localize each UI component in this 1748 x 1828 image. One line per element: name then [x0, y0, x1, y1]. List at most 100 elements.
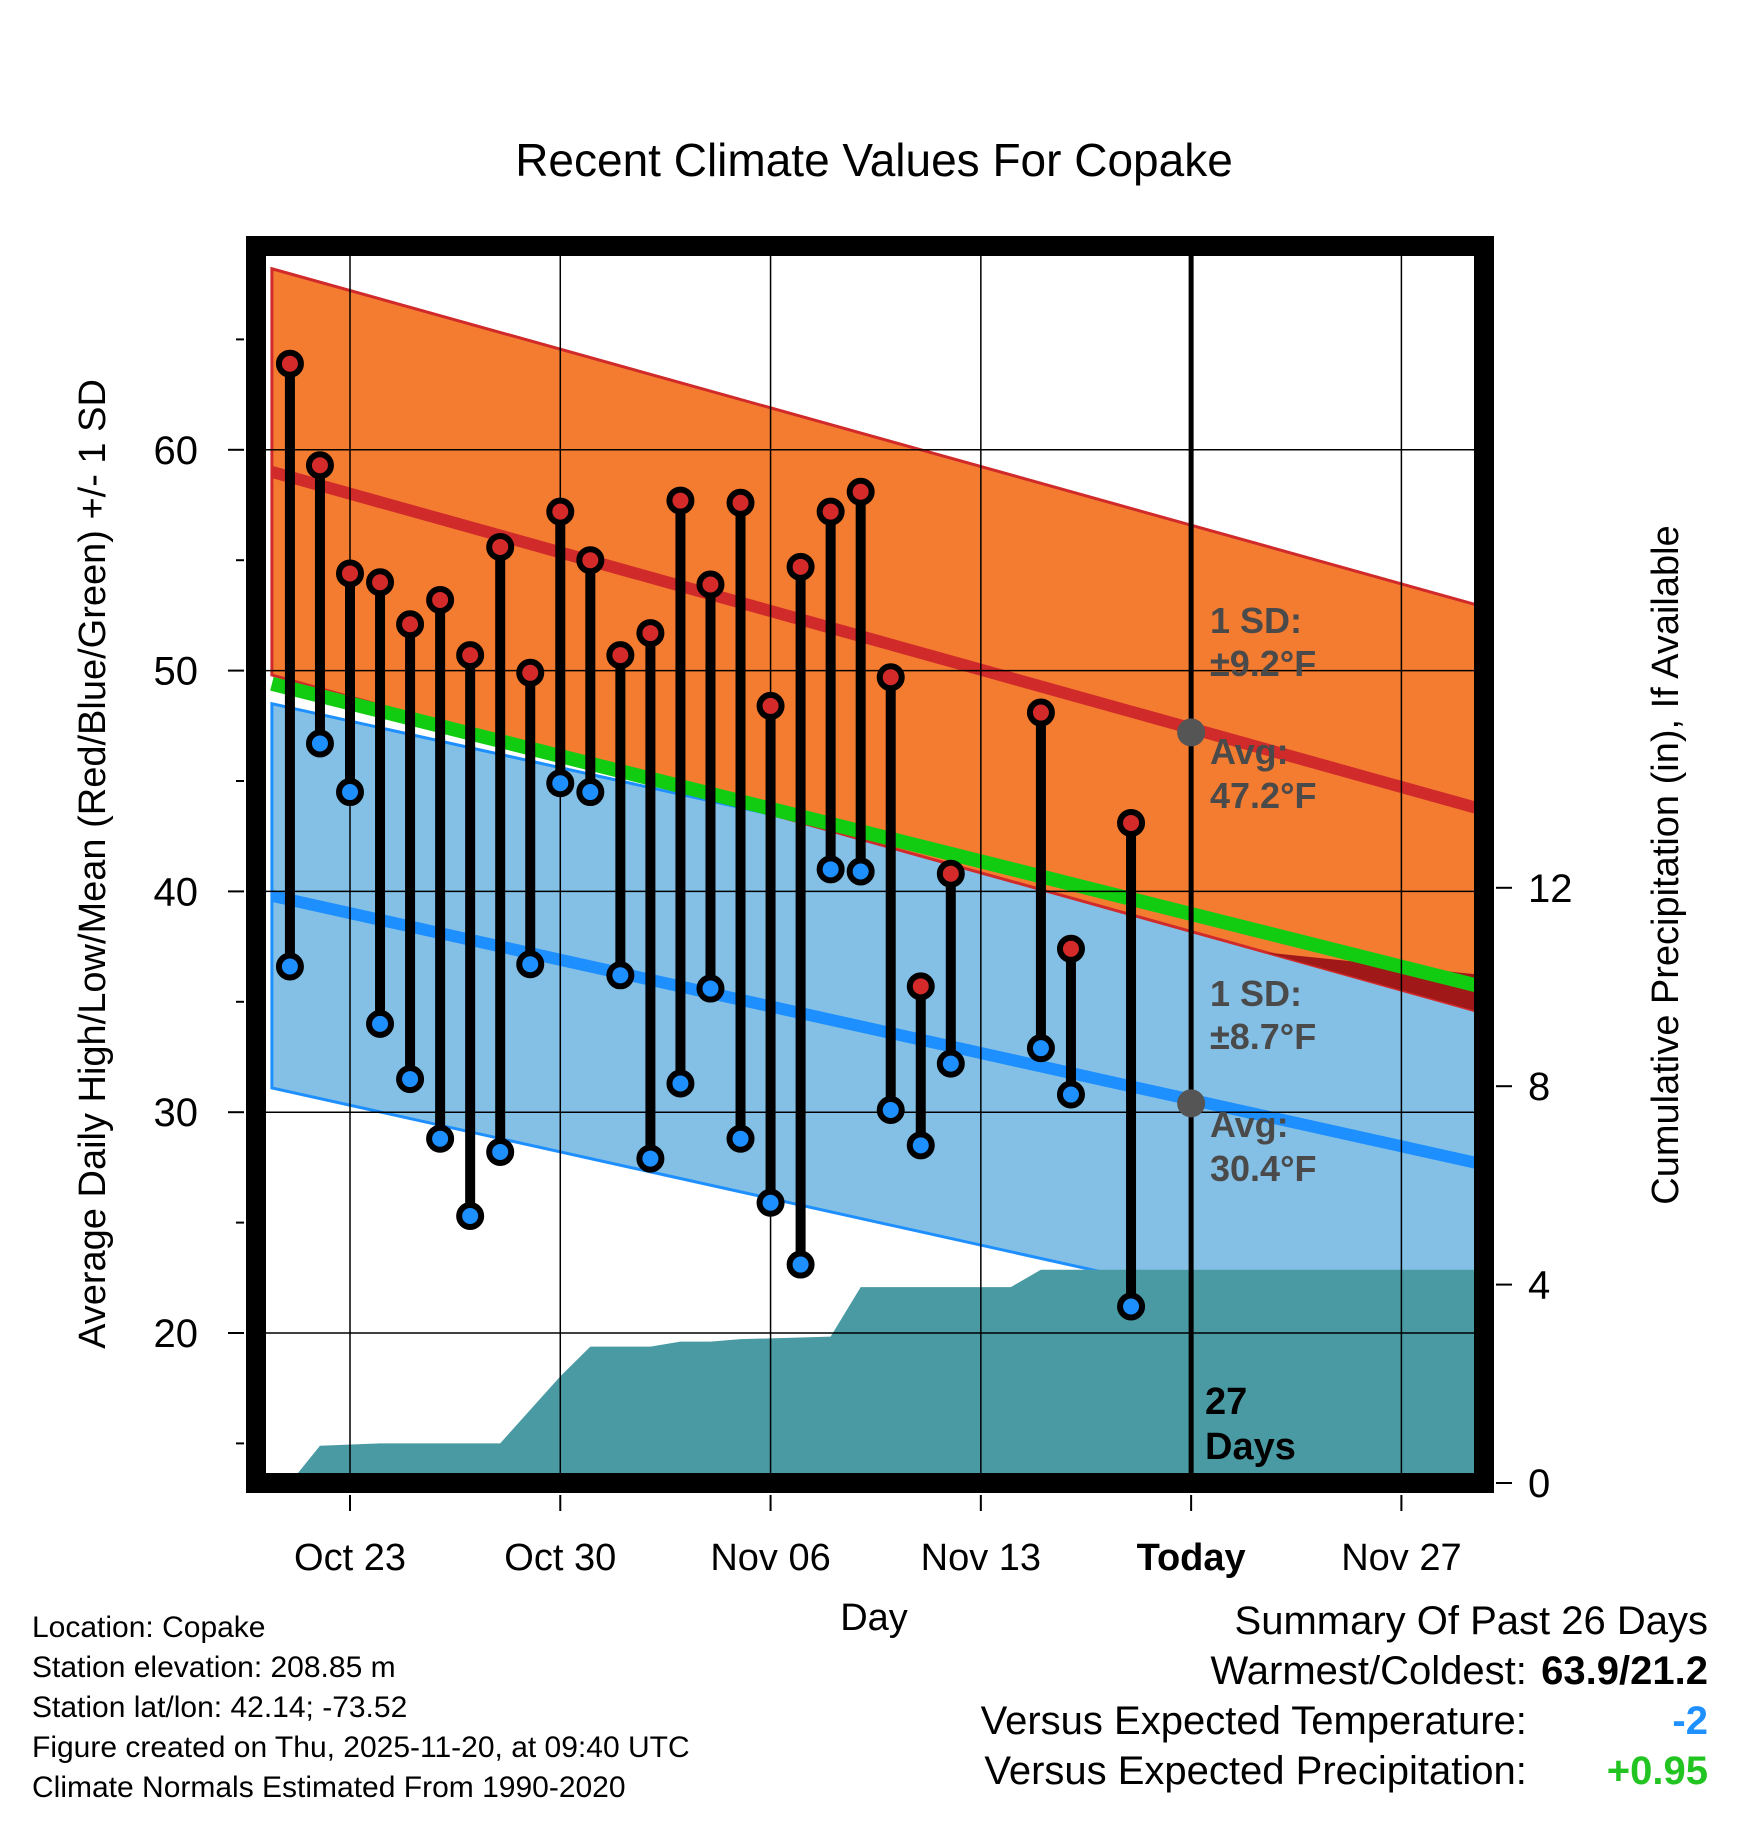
x-tick-label: Nov 06: [710, 1537, 830, 1579]
high-dot: [1117, 808, 1146, 837]
high-dot: [546, 497, 575, 526]
y2-tick-label: 0: [1528, 1462, 1550, 1506]
y2-tick-label: 4: [1528, 1264, 1550, 1308]
days-word: Days: [1205, 1426, 1296, 1468]
low-dot: [606, 961, 635, 990]
low-dot: [816, 855, 845, 884]
y2-tick-label: 8: [1528, 1065, 1550, 1109]
low-dot: [576, 778, 605, 807]
low-avg-value: 30.4°F: [1210, 1148, 1316, 1189]
footer-created: Figure created on Thu, 2025-11-20, at 09…: [32, 1731, 690, 1764]
observations: [275, 349, 1146, 1321]
temp-value: -2: [1672, 1699, 1708, 1743]
warm-cold-value: 63.9/21.2: [1541, 1649, 1708, 1693]
low-sd-value: ±8.7°F: [1210, 1016, 1316, 1057]
high-dot: [396, 610, 425, 639]
warm-cold-label: Warmest/Coldest:: [1210, 1649, 1527, 1693]
low-dot: [1056, 1080, 1085, 1109]
high-dot: [516, 658, 545, 687]
high-dot: [726, 488, 755, 517]
y2-axis-title: Cumulative Precipitation (in), If Availa…: [1645, 525, 1687, 1204]
low-dot: [396, 1065, 425, 1094]
high-dot: [486, 532, 515, 561]
low-dot: [936, 1049, 965, 1078]
precip-value: +0.95: [1606, 1749, 1708, 1793]
precip-label: Versus Expected Precipitation:: [984, 1749, 1527, 1793]
low-dot: [756, 1188, 785, 1217]
high-dot: [816, 497, 845, 526]
low-dot: [305, 729, 334, 758]
footer-elevation: Station elevation: 208.85 m: [32, 1651, 396, 1684]
high-dot: [846, 477, 875, 506]
low-dot: [275, 952, 304, 981]
summary-panel: Summary Of Past 26 Days Warmest/Coldest:…: [981, 1596, 1708, 1796]
x-tick-label: Today: [1137, 1537, 1246, 1579]
high-sd-label: 1 SD:: [1210, 600, 1302, 641]
high-dot: [426, 585, 455, 614]
high-dot: [366, 568, 395, 597]
high-dot: [1026, 698, 1055, 727]
high-dot: [305, 451, 334, 480]
x-tick-label: Oct 30: [504, 1537, 616, 1579]
low-dot: [696, 974, 725, 1003]
axes: 20 30 40 50 60 0 4 8 12 Oct 23 Oct 30 Nov 06 Nov 13 T…: [72, 236, 1687, 1639]
summary-title: Summary Of Past 26 Days: [1234, 1599, 1708, 1643]
x-tick-label: Nov 13: [921, 1537, 1041, 1579]
high-dot: [756, 691, 785, 720]
y-tick-label: 40: [154, 870, 199, 914]
high-dot: [636, 619, 665, 648]
low-dot: [876, 1095, 905, 1124]
low-dot: [546, 769, 575, 798]
low-sd-label: 1 SD:: [1210, 973, 1302, 1014]
footer-location: Location: Copake: [32, 1611, 266, 1644]
x-axis-title: Day: [840, 1597, 908, 1639]
high-normal-line: [270, 466, 1484, 817]
low-dot: [516, 950, 545, 979]
high-dot: [666, 486, 695, 515]
high-sd-value: ±9.2°F: [1210, 643, 1316, 684]
low-dot: [366, 1009, 395, 1038]
low-dot: [426, 1124, 455, 1153]
high-avg-value: 47.2°F: [1210, 775, 1316, 816]
summary-temp: Versus Expected Temperature: -2: [981, 1696, 1708, 1746]
low-dot: [456, 1201, 485, 1230]
footer-latlon: Station lat/lon: 42.14; -73.52: [32, 1691, 408, 1724]
low-dot: [336, 778, 364, 807]
y-tick-label: 60: [154, 429, 199, 473]
plot-frame: [246, 236, 1494, 1493]
low-dot: [906, 1131, 935, 1160]
y-tick-label: 50: [154, 650, 199, 694]
high-dot: [336, 559, 364, 588]
y-tick-label: 30: [154, 1091, 199, 1135]
plot-area: [256, 246, 1484, 1483]
high-dot: [876, 663, 905, 692]
low-dot: [1117, 1292, 1146, 1321]
days-count: 27: [1205, 1381, 1247, 1423]
high-dot: [936, 859, 965, 888]
y2-tick-label: 12: [1528, 867, 1573, 911]
low-avg-label: Avg:: [1210, 1104, 1289, 1145]
high-dot: [696, 570, 725, 599]
low-dot: [786, 1250, 815, 1279]
temp-label: Versus Expected Temperature:: [980, 1699, 1527, 1743]
high-dot: [786, 552, 815, 581]
precip-area: [280, 1269, 1484, 1483]
high-dot: [606, 641, 635, 670]
low-dot: [726, 1124, 755, 1153]
high-dot: [576, 546, 605, 575]
high-dot: [275, 349, 304, 378]
low-dot: [486, 1137, 515, 1166]
chart-title: Recent Climate Values For Copake: [515, 134, 1233, 186]
summary-warm-cold: Warmest/Coldest: 63.9/21.2: [981, 1646, 1709, 1696]
y-tick-label: 20: [154, 1312, 199, 1356]
y-axis-title: Average Daily High/Low/Mean (Red/Blue/Gr…: [72, 379, 114, 1349]
x-tick-label: Nov 27: [1341, 1537, 1461, 1579]
today-low-avg-dot: [1177, 1089, 1206, 1118]
band-overlap: [1266, 952, 1484, 1014]
today-high-avg-dot: [1177, 718, 1206, 747]
station-info: Location: Copake Station elevation: 208.…: [32, 1608, 690, 1808]
high-dot: [456, 641, 485, 670]
low-dot: [846, 857, 875, 886]
